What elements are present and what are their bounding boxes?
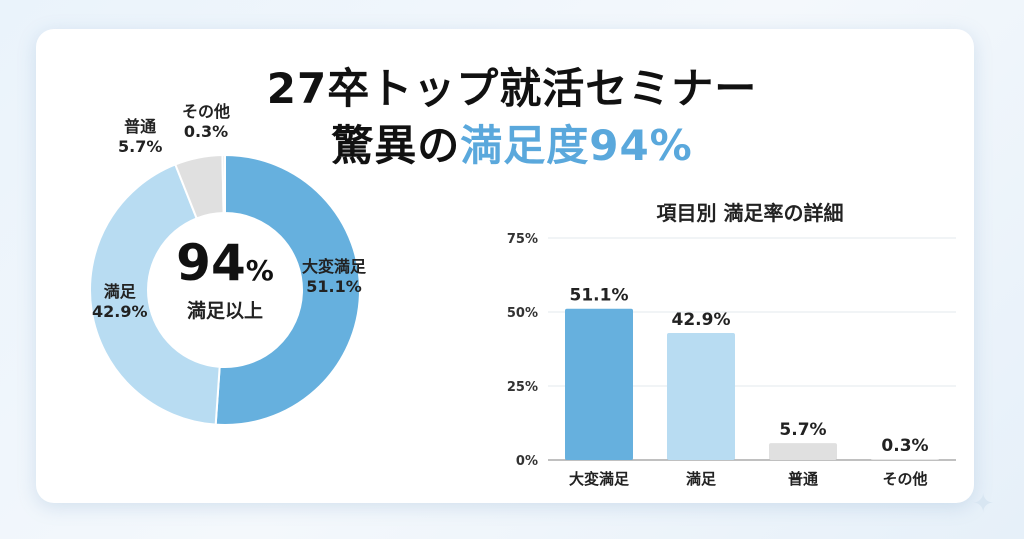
sparkle-icon: ✦ [972,489,994,519]
bar-chart-title: 項目別 満足率の詳細 [656,201,844,225]
subtitle-accent: 満足度94% [460,121,693,170]
label-value: 42.9% [92,302,148,321]
infographic-card [36,29,974,503]
bar [871,459,939,460]
page-subtitle: 驚異の満足度94% [0,112,1024,173]
donut-label-neutral: 普通 5.7% [118,117,162,157]
donut-center-value: 94% [165,235,285,291]
label-value: 0.3% [183,122,229,141]
label-category: 満足 [103,282,136,301]
label-category: 普通 [124,117,157,136]
x-tick-label: 満足 [686,470,717,488]
bar-value-label: 5.7% [779,420,826,440]
x-tick-label: 普通 [788,470,818,488]
page-title: 27卒トップ就活セミナー [266,64,758,113]
bar-value-label: 0.3% [881,436,928,456]
x-tick-label: 大変満足 [569,470,630,488]
label-category: 大変満足 [302,257,367,276]
slice-satisfied [89,163,221,426]
label-category: その他 [182,102,231,121]
label-value: 51.1% [306,277,362,296]
y-tick-label: 75% [507,232,538,247]
donut-label-other: その他 0.3% [182,102,230,142]
bar [667,333,735,460]
donut-label-satisfied: 満足 42.9% [92,282,148,322]
slice-other [221,153,226,215]
bar [769,443,837,460]
y-tick-label: 50% [507,306,538,321]
bar-value-label: 51.1% [570,286,629,306]
subtitle-prefix: 驚異の [331,121,461,170]
center-unit: % [245,254,274,287]
bar-value-label: 42.9% [672,310,731,330]
y-tick-label: 25% [507,380,538,395]
donut-center-label: 満足以上 [186,300,263,322]
label-value: 5.7% [118,137,163,156]
donut-label-very-satisfied: 大変満足 51.1% [302,257,366,297]
y-tick-label: 0% [516,454,538,469]
center-number: 94 [176,234,246,292]
slice-very-satisfied [214,153,361,426]
x-tick-label: その他 [882,470,927,488]
bar [565,308,633,460]
